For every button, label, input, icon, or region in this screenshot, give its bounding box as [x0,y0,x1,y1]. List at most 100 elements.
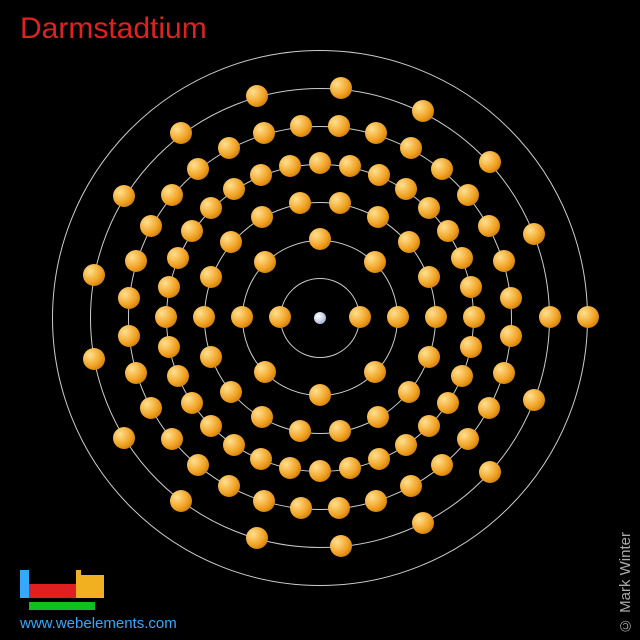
electron [418,266,440,288]
electron [523,389,545,411]
electron [181,392,203,414]
electron [290,115,312,137]
electron [140,397,162,419]
electron [400,475,422,497]
electron [398,381,420,403]
electron [246,85,268,107]
electron [367,206,389,228]
electron [493,362,515,384]
electron [170,490,192,512]
electron [246,527,268,549]
electron [418,415,440,437]
electron [431,454,453,476]
electron [328,497,350,519]
electron [398,231,420,253]
electron [329,420,351,442]
electron [418,346,440,368]
electron [349,306,371,328]
electron [412,512,434,534]
electron [125,250,147,272]
electron [437,392,459,414]
electron [457,428,479,450]
electron [223,178,245,200]
electron [187,454,209,476]
electron [289,420,311,442]
electron [251,406,273,428]
periodic-table-icon [20,570,104,612]
electron [425,306,447,328]
electron [330,77,352,99]
electron [329,192,351,214]
electron [161,428,183,450]
electron [187,158,209,180]
copyright-credit: © Mark Winter [617,532,634,634]
electron [523,223,545,245]
electron [83,264,105,286]
electron [539,306,561,328]
electron [365,122,387,144]
electron [218,137,240,159]
electron [220,381,242,403]
nucleus [314,312,326,324]
electron [500,325,522,347]
electron [479,151,501,173]
electron-shell-diagram [20,40,620,595]
electron [451,247,473,269]
electron [365,490,387,512]
electron [463,306,485,328]
electron [387,306,409,328]
electron [218,475,240,497]
electron [279,155,301,177]
electron [167,365,189,387]
electron [418,197,440,219]
electron [269,306,291,328]
electron [364,251,386,273]
electron [118,325,140,347]
electron [220,231,242,253]
electron [155,306,177,328]
electron [431,158,453,180]
electron [253,490,275,512]
electron [125,362,147,384]
electron [309,152,331,174]
electron [83,348,105,370]
electron [500,287,522,309]
electron [290,497,312,519]
electron [118,287,140,309]
electron [395,434,417,456]
electron [368,448,390,470]
electron [113,185,135,207]
electron [113,427,135,449]
electron [200,266,222,288]
electron [223,434,245,456]
electron [368,164,390,186]
electron [158,336,180,358]
electron [254,251,276,273]
electron [478,215,500,237]
electron [279,457,301,479]
electron [181,220,203,242]
electron [309,228,331,250]
website-url: www.webelements.com [20,615,177,632]
electron [309,384,331,406]
electron [400,137,422,159]
electron [328,115,350,137]
electron [170,122,192,144]
electron [451,365,473,387]
electron [250,164,272,186]
electron [253,122,275,144]
electron [339,155,361,177]
electron [200,346,222,368]
electron [161,184,183,206]
electron [493,250,515,272]
electron [364,361,386,383]
electron [479,461,501,483]
electron [330,535,352,557]
electron [251,206,273,228]
electron [460,276,482,298]
electron [289,192,311,214]
electron [200,415,222,437]
electron [193,306,215,328]
electron [250,448,272,470]
electron [254,361,276,383]
